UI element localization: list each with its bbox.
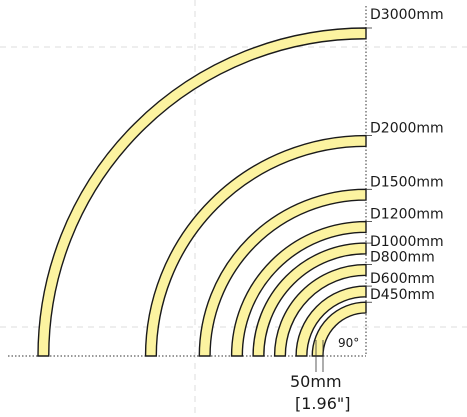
arc-d1500mm xyxy=(198,188,367,357)
arc-label: D450mm xyxy=(370,287,435,303)
arc-d600mm xyxy=(295,285,367,357)
arc-label: D2000mm xyxy=(370,121,444,137)
arc-label: D800mm xyxy=(370,250,435,266)
width-dimension xyxy=(315,340,324,372)
arc-d1000mm xyxy=(252,242,367,357)
arc-d1200mm xyxy=(230,220,367,357)
arc-d3000mm xyxy=(37,27,367,357)
arc-label: D600mm xyxy=(370,271,435,287)
width-label: 50mm xyxy=(290,372,342,391)
width-label-inch: [1.96"] xyxy=(295,394,350,413)
arc-label: D1000mm xyxy=(370,234,444,250)
angle-label: 90° xyxy=(338,336,359,350)
arc-label: D3000mm xyxy=(370,7,444,23)
arc-label: D1200mm xyxy=(370,207,444,223)
arc-d2000mm xyxy=(144,134,367,357)
arcs-group: D3000mm D2000mm D1500mm D1200mm D1000mmD800m… xyxy=(37,7,444,357)
arc-d450mm xyxy=(311,301,367,357)
arc-label: D1500mm xyxy=(370,174,444,190)
